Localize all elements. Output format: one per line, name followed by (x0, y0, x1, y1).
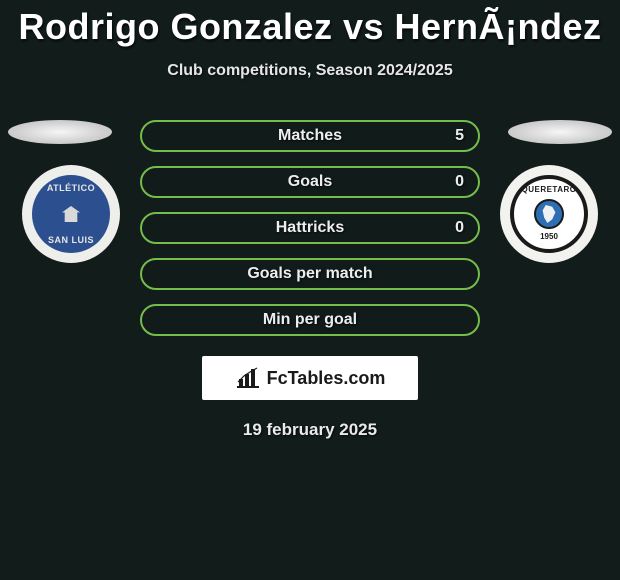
player-avatar-right (508, 120, 612, 144)
stat-row: Hattricks 0 (140, 212, 480, 244)
stat-rows: Matches 5 Goals 0 Hattricks 0 Goals per … (140, 120, 480, 336)
stat-row: Goals 0 (140, 166, 480, 198)
date-text: 19 february 2025 (0, 420, 620, 440)
stat-label: Goals (288, 173, 332, 191)
stat-label: Goals per match (247, 265, 372, 283)
stat-row: Min per goal (140, 304, 480, 336)
club-left-emblem-icon (62, 206, 80, 222)
stat-label: Matches (278, 127, 342, 145)
stat-row: Goals per match (140, 258, 480, 290)
stat-label: Hattricks (276, 219, 344, 237)
comparison-stage: ATLÉTICO SAN LUIS QUERETARO 1950 Matches… (0, 120, 620, 440)
club-right-emblem-icon (534, 199, 564, 229)
subtitle: Club competitions, Season 2024/2025 (0, 62, 620, 80)
club-left-arc-bottom: SAN LUIS (48, 235, 94, 245)
stat-value: 5 (455, 127, 464, 145)
stat-value: 0 (455, 219, 464, 237)
stat-row: Matches 5 (140, 120, 480, 152)
club-left-arc-top: ATLÉTICO (47, 183, 95, 193)
brand-text: FcTables.com (267, 368, 386, 389)
club-badge-left: ATLÉTICO SAN LUIS (22, 165, 120, 263)
club-right-year: 1950 (540, 232, 558, 241)
brand-badge: FcTables.com (202, 356, 418, 400)
bar-chart-icon (235, 367, 261, 389)
club-right-arc-top: QUERETARO (521, 185, 576, 194)
stat-value: 0 (455, 173, 464, 191)
club-badge-right: QUERETARO 1950 (500, 165, 598, 263)
stat-label: Min per goal (263, 311, 357, 329)
player-avatar-left (8, 120, 112, 144)
page-title: Rodrigo Gonzalez vs HernÃ¡ndez (0, 0, 620, 48)
